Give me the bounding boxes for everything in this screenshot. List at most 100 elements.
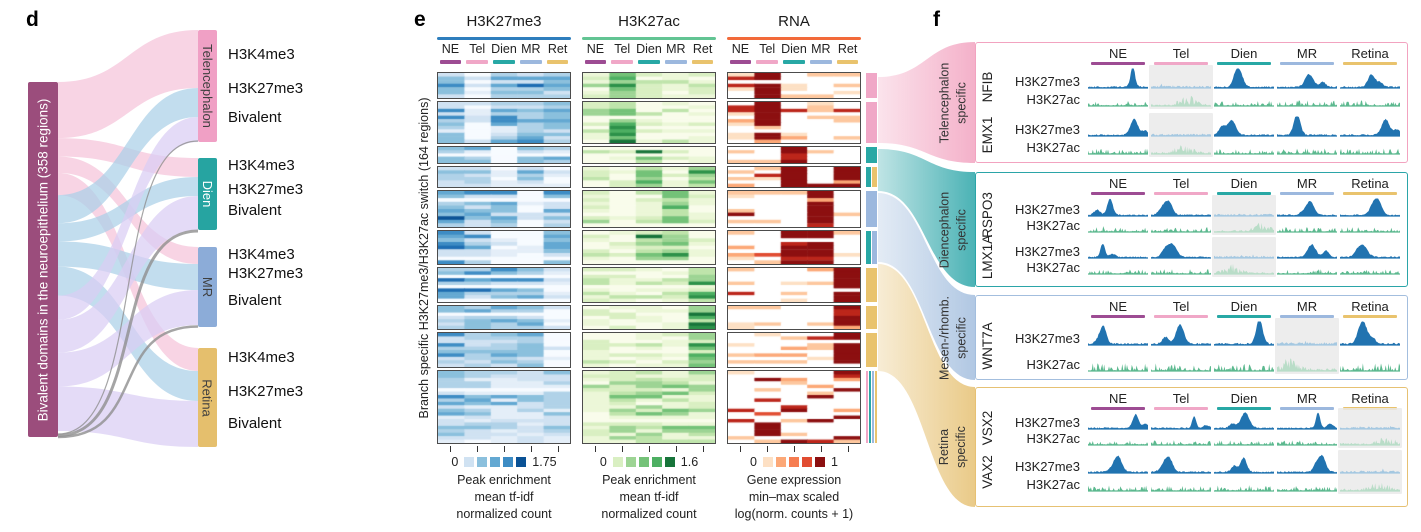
signal-area (1340, 100, 1400, 106)
group-side-label-retina: Retina specific (937, 426, 968, 468)
heatmap-block-1 (727, 72, 861, 99)
colorbar-cell (815, 457, 825, 467)
heatmap-block-canvas (728, 167, 860, 187)
signal-area (1340, 269, 1400, 274)
heatmap-block-canvas (438, 147, 570, 163)
sankey-target-node-mr (198, 247, 217, 327)
heatmap-block-canvas (438, 191, 570, 227)
heatmap-column-strip-dien (493, 60, 515, 64)
gene-label-lmx1a: LMX1A (980, 234, 995, 280)
signal-area (1088, 455, 1148, 473)
heatmap-column-label-ret: Ret (547, 42, 568, 56)
heatmap-column-strip-ne (439, 60, 462, 64)
panel-e-label: e (414, 8, 426, 31)
f-column-label-dien: Dien (1230, 299, 1258, 314)
heatmap-column-label-ret: Ret (837, 42, 858, 56)
signal-area (1277, 454, 1337, 473)
track-mark-label-h3k27ac: H3K27ac (1026, 140, 1080, 155)
rna-row-annotation-ret (866, 306, 877, 329)
group-box-tel: NE Tel Dien MR Retina NFIB H3K27me3 H3K27ac EMX1… (975, 42, 1408, 163)
heatmap-block-canvas (728, 102, 860, 143)
heatmap-block-canvas (728, 268, 860, 302)
colorbar-caption-line: log(norm. counts + 1) (734, 507, 854, 521)
signal-area (1277, 358, 1337, 371)
heatmap-column-label-mr: MR (521, 42, 541, 56)
signal-area (1340, 118, 1400, 136)
signal-area (1214, 100, 1274, 106)
colorbar-cell (503, 457, 514, 467)
f-column-strip-tel (1154, 62, 1208, 65)
signal-track-rspo3-h3k27me3-retina (1340, 198, 1400, 217)
signal-track-vsx2-h3k27me3-retina (1340, 425, 1400, 430)
panel-d-label: d (26, 8, 39, 31)
signal-track-emx1-h3k27me3-ne (1088, 118, 1148, 137)
signal-area (1088, 118, 1148, 136)
heatmap-block-2 (582, 101, 716, 144)
heatmap-block-canvas (583, 306, 715, 329)
heatmap-block-7 (582, 267, 716, 303)
signal-area (1214, 485, 1274, 491)
sankey-flow-telencephalon-h3k27me3 (58, 88, 198, 224)
branch-ribbon-tel (878, 42, 975, 163)
colorbar-min-label: 0 (451, 455, 459, 469)
f-column-strip-dien (1217, 192, 1271, 195)
heatmap-column-strip-ret (546, 60, 569, 64)
heatmap-block-9 (582, 332, 716, 368)
heatmap-column-strip-tel (611, 60, 634, 64)
signal-track-rspo3-h3k27me3-mr (1277, 201, 1337, 217)
f-column-label-ne: NE (1108, 299, 1128, 314)
f-column-strip-tel (1154, 407, 1208, 410)
heatmap-block-canvas (583, 73, 715, 98)
signal-track-nfib-h3k27ac-ne (1088, 101, 1148, 107)
heatmap-block-9 (437, 332, 571, 368)
heatmap-column-label-ne: NE (441, 42, 460, 56)
f-column-strip-tel (1154, 315, 1208, 318)
signal-area (1088, 244, 1148, 258)
signal-area (1340, 321, 1400, 345)
signal-area (1088, 325, 1148, 345)
heatmap-column-strip-mr (664, 60, 687, 64)
signal-area (1340, 227, 1400, 232)
signal-track-nfib-h3k27me3-retina (1340, 74, 1400, 89)
signal-track-emx1-h3k27ac-retina (1340, 148, 1400, 155)
colorbar-cell (490, 457, 501, 467)
colorbar-caption-line: mean tf-idf (474, 490, 534, 504)
signal-track-wnt7a-h3k27ac-retina (1340, 363, 1400, 372)
f-column-strip-ne (1091, 407, 1145, 410)
signal-area (1340, 363, 1400, 371)
mark-label-telencephalon-h3k27me3: H3K27me3 (228, 80, 304, 97)
heatmap-title-underline (727, 37, 861, 40)
heatmap-column-strip-dien (638, 60, 660, 64)
signal-track-vax2-h3k27me3-mr (1277, 454, 1337, 474)
track-mark-label-h3k27ac: H3K27ac (1026, 357, 1080, 372)
signal-track-emx1-h3k27me3-retina (1340, 118, 1400, 137)
f-column-label-dien: Dien (1230, 176, 1258, 191)
colorbar-h3k27ac: 0 1.6 (574, 455, 724, 469)
heatmap-column-label-tel: Tel (469, 42, 486, 56)
signal-area (1277, 73, 1337, 88)
signal-area (1214, 119, 1274, 136)
colorbar-min-label: 0 (750, 455, 757, 469)
heatmap-axis-tick (557, 446, 559, 452)
colorbar-cell (651, 457, 662, 467)
heatmap-column-label-dien: Dien (781, 42, 807, 56)
signal-track-vsx2-h3k27ac-mr (1277, 440, 1337, 446)
track-mark-label-h3k27ac: H3K27ac (1026, 431, 1080, 446)
signal-area (1214, 412, 1274, 429)
signal-track-lmx1a-h3k27me3-ne (1088, 244, 1148, 259)
rna-row-annotation-dien (866, 167, 871, 187)
signal-area (1340, 437, 1400, 445)
signal-area (1088, 413, 1148, 429)
heatmap-title-underline (437, 37, 571, 40)
signal-track-emx1-h3k27ac-ne (1088, 148, 1148, 155)
signal-track-vax2-h3k27ac-mr (1277, 486, 1337, 492)
signal-area (1088, 485, 1148, 491)
signal-area (1277, 412, 1337, 429)
heatmap-block-6 (437, 230, 571, 265)
signal-track-vsx2-h3k27ac-tel (1151, 440, 1211, 446)
signal-area (1151, 243, 1211, 258)
heatmap-column-label-ne: NE (731, 42, 750, 56)
colorbar-caption-line: Peak enrichment (457, 473, 551, 487)
f-column-strip-dien (1217, 62, 1271, 65)
mark-label-mr-h3k4me3: H3K4me3 (228, 246, 295, 263)
